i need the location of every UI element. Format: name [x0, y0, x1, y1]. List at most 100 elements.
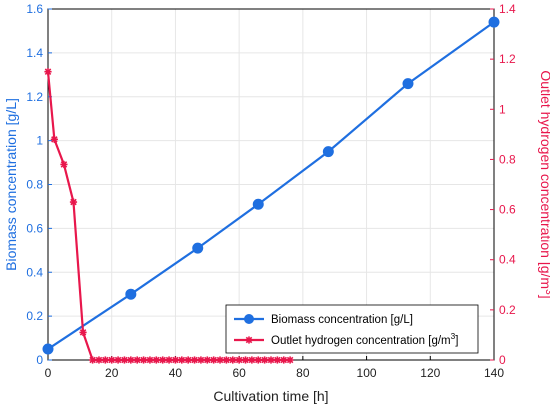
data-point-stroke	[114, 356, 122, 364]
data-point	[280, 356, 288, 364]
data-point	[60, 160, 68, 169]
data-point-stroke	[153, 356, 160, 364]
data-point	[261, 356, 269, 364]
data-point	[159, 356, 167, 364]
data-point-stroke	[216, 356, 224, 364]
data-point-stroke	[184, 356, 192, 364]
data-point-stroke	[60, 161, 68, 168]
data-point	[125, 288, 137, 300]
right-y-axis-label: Outlet hydrogen concentration [g/m3]	[538, 70, 550, 298]
legend: Biomass concentration [g/L] Outlet hydrog…	[225, 304, 479, 354]
data-point-stroke	[197, 356, 205, 364]
legend-label: Biomass concentration [g/L]	[271, 314, 413, 326]
data-point	[139, 356, 148, 364]
data-point-stroke	[254, 356, 262, 364]
data-point	[69, 198, 78, 206]
series-biomass	[42, 16, 500, 355]
data-point	[210, 356, 218, 364]
data-point	[95, 356, 103, 364]
left-y-tick-label: 1.2	[26, 90, 43, 104]
legend-entry: Biomass concentration [g/L]	[234, 314, 413, 326]
left-y-tick-label: 0.8	[26, 178, 43, 192]
right-y-tick-label: 0.2	[499, 303, 516, 317]
left-y-axis: 0 0.2 0.4 0.6 0.8 1 1.2 1.4 1.6	[26, 2, 52, 367]
data-point-stroke	[165, 356, 173, 364]
series-line	[47, 21, 495, 350]
left-y-tick-label: 1.6	[26, 2, 43, 16]
right-y-axis: 0 0.2 0.4 0.6 0.8 1 1.2 1.4	[490, 2, 516, 367]
data-point	[42, 343, 54, 355]
data-point	[248, 356, 256, 364]
x-tick-label: 120	[420, 366, 440, 380]
legend-label: Outlet hydrogen concentration [g/m3]	[271, 332, 458, 347]
data-point	[178, 356, 186, 364]
data-point	[146, 356, 154, 364]
right-y-tick-label: 1.4	[499, 2, 516, 16]
data-point-stroke	[127, 356, 135, 364]
x-tick-label: 0	[45, 366, 52, 380]
right-y-tick-label: 1.2	[499, 52, 516, 66]
data-point	[254, 356, 262, 364]
data-point-stroke	[108, 356, 115, 364]
data-point-stroke	[280, 356, 288, 364]
left-y-tick-label: 0.2	[26, 309, 43, 323]
data-point-stroke	[89, 356, 96, 364]
right-y-tick-label: 0	[499, 353, 506, 367]
data-point	[50, 135, 58, 143]
legend-marker	[244, 314, 254, 324]
data-point	[101, 356, 109, 364]
series-hydrogen	[44, 68, 294, 364]
data-point-stroke	[51, 136, 58, 143]
data-point-stroke	[274, 356, 281, 364]
series-layer	[42, 16, 500, 364]
data-point	[245, 336, 253, 344]
data-point	[197, 356, 205, 364]
data-point	[322, 146, 334, 158]
data-point-stroke	[248, 356, 256, 364]
data-point	[79, 328, 87, 337]
left-y-tick-label: 0.4	[26, 265, 43, 279]
data-point-stroke	[245, 336, 253, 344]
data-point	[133, 356, 141, 364]
data-point	[114, 356, 122, 364]
x-tick-label: 20	[105, 366, 119, 380]
data-point-stroke	[204, 356, 211, 364]
legend-box	[225, 304, 479, 354]
data-point	[89, 356, 97, 364]
x-tick-label: 140	[484, 366, 504, 380]
data-point	[152, 356, 160, 364]
data-point-stroke	[172, 356, 179, 364]
data-point-stroke	[133, 356, 141, 364]
data-point-stroke	[286, 356, 294, 364]
data-point-stroke	[102, 356, 109, 364]
data-point	[267, 356, 275, 364]
x-tick-label: 60	[232, 366, 246, 380]
legend-entry: Outlet hydrogen concentration [g/m3]	[234, 332, 458, 347]
x-tick-label: 100	[357, 366, 377, 380]
data-point	[229, 356, 237, 364]
data-point-stroke	[178, 356, 186, 364]
left-y-axis-label: Biomass concentration [g/L]	[3, 98, 19, 271]
data-point-stroke	[121, 356, 128, 364]
left-y-tick-label: 1	[36, 134, 43, 148]
data-point	[120, 356, 129, 364]
data-point	[184, 356, 192, 364]
data-point	[252, 198, 264, 210]
data-point-stroke	[242, 356, 249, 364]
data-point	[108, 356, 116, 364]
data-point	[402, 78, 414, 90]
data-point	[171, 356, 180, 364]
data-point-stroke	[95, 356, 103, 364]
data-point-stroke	[146, 356, 154, 364]
data-point	[286, 356, 294, 364]
data-point	[44, 68, 52, 76]
data-point	[241, 356, 250, 364]
right-y-tick-label: 1	[499, 102, 506, 116]
data-point-stroke	[223, 356, 230, 364]
data-point	[488, 16, 500, 28]
x-axis-label: Cultivation time [h]	[213, 388, 328, 404]
x-tick-label: 80	[296, 366, 310, 380]
data-point	[273, 356, 281, 364]
left-y-tick-label: 1.4	[26, 46, 43, 60]
